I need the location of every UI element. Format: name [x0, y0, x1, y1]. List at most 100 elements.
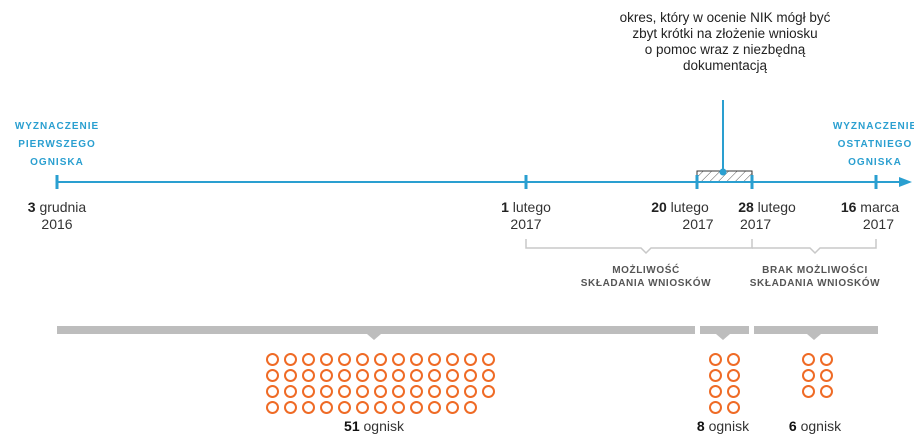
outbreak-circle	[482, 385, 495, 398]
date-20-lutego-2017: 20 lutego 2017	[630, 199, 730, 233]
outbreak-circle	[709, 401, 722, 414]
outbreak-circles-group-1	[266, 353, 495, 414]
nik-note-line: okres, który w ocenie NIK mógł być	[619, 10, 831, 25]
outbreak-circle	[392, 353, 405, 366]
date-3-grudnia-2016: 3 grudnia 2016	[7, 199, 107, 233]
outbreak-circle	[284, 353, 297, 366]
timeline-arrow-icon	[899, 177, 912, 187]
outbreak-circle	[374, 369, 387, 382]
note-pointer-dot	[719, 168, 727, 176]
first-outbreak-line: WYZNACZENIE	[14, 121, 100, 132]
outbreak-circle	[464, 385, 477, 398]
outbreak-circle	[320, 401, 333, 414]
outbreak-circle	[266, 353, 279, 366]
outbreak-circle	[392, 385, 405, 398]
outbreak-circle	[410, 369, 423, 382]
outbreak-circle	[802, 353, 815, 366]
outbreak-circle	[284, 385, 297, 398]
date-day: 20	[651, 199, 667, 215]
outbreak-circle	[820, 385, 833, 398]
outbreak-circle	[374, 385, 387, 398]
count-unit: ognisk	[363, 418, 404, 434]
outbreak-circle	[410, 385, 423, 398]
outbreak-circle	[727, 369, 740, 382]
outbreak-circle	[356, 401, 369, 414]
outbreak-circle	[338, 369, 351, 382]
outbreak-count-group-2: 8 ognisk	[678, 418, 768, 434]
period-label-application: MOŻLIWOŚĆ SKŁADANIA WNIOSKÓW	[551, 264, 741, 290]
outbreak-circle	[482, 353, 495, 366]
nik-note-line: zbyt krótki na złożenie wniosku	[632, 26, 818, 41]
outbreak-circle	[302, 385, 315, 398]
outbreak-circle	[709, 385, 722, 398]
date-month: grudnia	[39, 199, 87, 215]
outbreak-circle	[410, 353, 423, 366]
first-outbreak-label: WYZNACZENIE PIERWSZEGO OGNISKA	[0, 118, 114, 172]
last-outbreak-line: WYZNACZENIE	[832, 121, 914, 132]
count-number: 8	[696, 418, 705, 434]
outbreak-circle	[727, 385, 740, 398]
outbreak-circles-group-3	[802, 353, 833, 398]
outbreak-circle	[446, 401, 459, 414]
outbreak-circle	[428, 353, 441, 366]
outbreak-circle	[338, 353, 351, 366]
outbreak-count-group-3: 6 ognisk	[770, 418, 860, 434]
outbreak-circle	[320, 385, 333, 398]
outbreak-circle	[464, 401, 477, 414]
date-year: 2017	[862, 216, 894, 232]
outbreak-circle	[338, 385, 351, 398]
outbreak-circle	[446, 353, 459, 366]
outbreak-circle	[446, 385, 459, 398]
outbreak-circle	[266, 369, 279, 382]
nik-note-line: dokumentacją	[682, 58, 768, 73]
date-16-marca-2017: 16 marca 2017	[826, 199, 914, 233]
outbreak-circle	[820, 353, 833, 366]
outbreak-count-group-1: 51 ognisk	[324, 418, 424, 434]
nik-note: okres, który w ocenie NIK mógł być zbyt …	[575, 10, 875, 74]
outbreak-circle	[356, 353, 369, 366]
period-label-line: SKŁADANIA WNIOSKÓW	[749, 278, 881, 289]
outbreak-circle	[302, 353, 315, 366]
outbreak-circle	[266, 385, 279, 398]
period-label-no-application: BRAK MOŻLIWOŚCI SKŁADANIA WNIOSKÓW	[730, 264, 900, 290]
outbreak-circle	[428, 401, 441, 414]
bar-group-3	[754, 326, 878, 340]
count-unit: ognisk	[800, 418, 842, 434]
count-number: 51	[344, 418, 360, 434]
bracket-application-period	[525, 239, 753, 255]
date-1-lutego-2017: 1 lutego 2017	[476, 199, 576, 233]
first-outbreak-line: PIERWSZEGO	[18, 139, 96, 150]
outbreak-circle	[446, 369, 459, 382]
date-year: 2017	[510, 216, 542, 232]
outbreak-circle	[428, 369, 441, 382]
outbreak-circle	[302, 401, 315, 414]
outbreak-circles-group-2	[709, 353, 740, 414]
date-month: lutego	[512, 199, 551, 215]
outbreak-circle	[338, 401, 351, 414]
last-outbreak-line: OSTATNIEGO	[837, 139, 913, 150]
date-month: lutego	[757, 199, 796, 215]
outbreak-circle	[410, 401, 423, 414]
outbreak-circle	[284, 369, 297, 382]
nik-note-line: o pomoc wraz z niezbędną	[644, 42, 806, 57]
last-outbreak-clip: WYZNACZENIE OSTATNIEGO OGNISKA	[810, 118, 914, 178]
outbreak-circle	[709, 369, 722, 382]
outbreak-circle	[709, 353, 722, 366]
outbreak-circle	[482, 369, 495, 382]
date-year: 2016	[41, 216, 73, 232]
date-year: 2017	[682, 216, 714, 232]
outbreak-circle	[266, 401, 279, 414]
bracket-no-application-period	[752, 239, 877, 255]
date-year: 2017	[740, 216, 772, 232]
period-label-line: SKŁADANIA WNIOSKÓW	[580, 278, 712, 289]
date-month: marca	[860, 199, 900, 215]
period-label-line: BRAK MOŻLIWOŚCI	[762, 265, 868, 276]
date-day: 3	[27, 199, 36, 215]
outbreak-circle	[284, 401, 297, 414]
outbreak-circle	[302, 369, 315, 382]
date-day: 1	[501, 199, 509, 215]
bar-group-2	[700, 326, 749, 340]
count-number: 6	[788, 418, 797, 434]
outbreak-circle	[802, 385, 815, 398]
outbreak-circle	[727, 401, 740, 414]
